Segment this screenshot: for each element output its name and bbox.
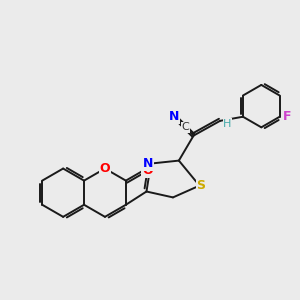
Text: C: C	[182, 122, 189, 132]
Text: O: O	[100, 162, 110, 175]
Text: O: O	[142, 164, 153, 177]
Text: N: N	[169, 110, 180, 123]
Text: F: F	[283, 110, 291, 123]
Text: N: N	[143, 157, 153, 170]
Text: S: S	[196, 179, 206, 192]
Text: H: H	[223, 119, 232, 129]
